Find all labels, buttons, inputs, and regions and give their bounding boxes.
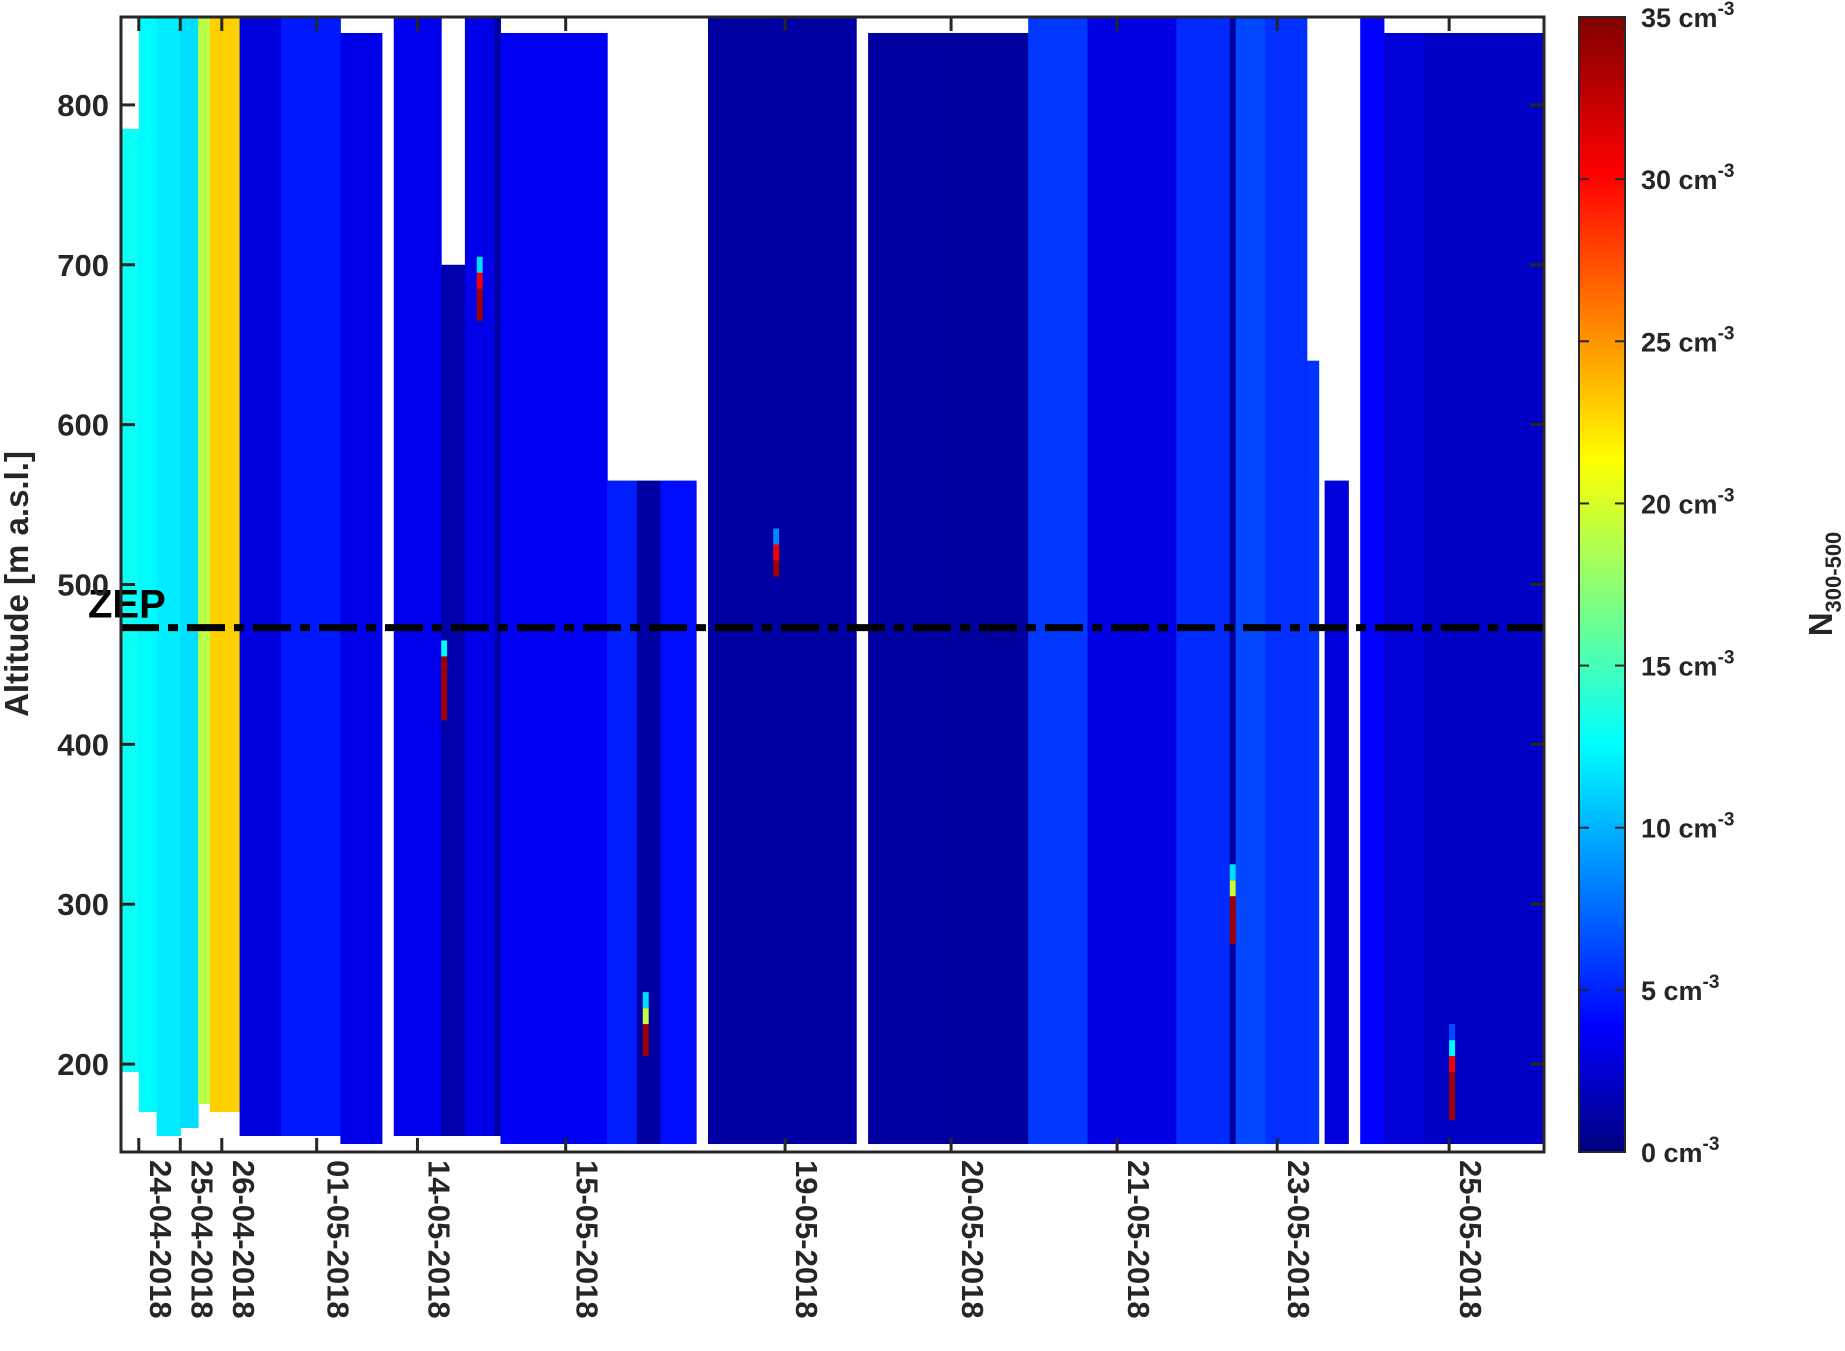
colorbar-tick-label: 35 cm-3	[1641, 0, 1734, 33]
x-tick-label: 25-04-2018	[184, 1160, 219, 1319]
plot-area	[121, 17, 1544, 1152]
colorbar-tick-label: 5 cm-3	[1641, 972, 1719, 1006]
y-tick-label: 700	[57, 248, 109, 283]
heatmap-cell	[660, 480, 697, 1145]
zep-reference: ZEP	[88, 583, 1544, 632]
heatmap-cell	[1324, 480, 1349, 1145]
heatmap-spike-cell	[476, 256, 483, 273]
y-tick-label: 300	[57, 887, 109, 922]
heatmap-cell	[500, 32, 608, 1145]
heatmap-cell	[138, 17, 158, 1113]
heatmap-cell	[1306, 360, 1320, 1145]
heatmap-cell	[636, 480, 662, 1145]
heatmap-cell	[209, 17, 241, 1113]
heatmap-spike-cell	[773, 560, 780, 577]
heatmap-cell	[1229, 17, 1237, 1145]
heatmap-cell	[464, 17, 496, 1137]
heatmap-cell	[340, 32, 383, 1145]
heatmap-spike-cell	[773, 528, 780, 545]
colorbar-gradient	[1578, 16, 1626, 1153]
heatmap-spike-cell	[773, 544, 780, 561]
x-tick-label: 14-05-2018	[421, 1160, 456, 1319]
x-tick-label: 20-05-2018	[955, 1160, 990, 1319]
colorbar-tick-label: 25 cm-3	[1641, 323, 1734, 357]
heatmap-spike-cell	[1449, 1024, 1456, 1041]
heatmap-cell	[1265, 17, 1308, 1145]
heatmap-cell	[1425, 32, 1544, 1145]
colorbar-tick-label: 0 cm-3	[1641, 1134, 1719, 1168]
x-tick-label: 15-05-2018	[570, 1160, 605, 1319]
heatmap-cell	[239, 17, 282, 1137]
heatmap-cell	[198, 17, 211, 1105]
x-axis: 24-04-2018 25-04-2018 26-04-2018 01-05-2018…	[137, 17, 1488, 1319]
heatmap-cell	[1360, 17, 1385, 1145]
heatmap-cell	[1028, 17, 1088, 1145]
x-tick-label: 23-05-2018	[1281, 1160, 1316, 1319]
y-tick-label: 600	[57, 408, 109, 443]
heatmap-cell	[156, 17, 181, 1137]
y-tick-label: 400	[57, 727, 109, 762]
colorbar-title-main: N	[1802, 612, 1839, 636]
x-tick-label: 21-05-2018	[1121, 1160, 1156, 1319]
heatmap-cell	[1176, 17, 1231, 1145]
colorbar-tick-label: 30 cm-3	[1641, 161, 1734, 195]
heatmap-cell	[121, 128, 140, 1073]
heatmap-cell	[180, 17, 199, 1129]
colorbar-ticks: 0 cm-3 5 cm-3 10 cm-3 15 cm-3 20 cm-3 25 cm-3…	[1579, 0, 1734, 1168]
heatmap-spike-cell	[476, 272, 483, 289]
heatmap-cell	[957, 32, 1029, 1145]
y-tick-label: 200	[57, 1047, 109, 1082]
y-tick-label: 800	[57, 88, 109, 123]
y-axis-label: Altitude [m a.s.l.]	[0, 451, 35, 717]
heatmap-spike-cell	[1449, 1056, 1456, 1073]
heatmap-spike-cell	[1449, 1072, 1456, 1121]
heatmap-spike-cell	[476, 288, 483, 321]
heatmap-spike-cell	[642, 1024, 649, 1057]
heatmap-cells	[121, 17, 1544, 1145]
y-tick-label: 500	[57, 568, 109, 603]
heatmap-spike-cell	[1229, 880, 1236, 897]
heatmap-spike-cell	[1449, 1040, 1456, 1057]
x-tick-label: 26-04-2018	[226, 1160, 261, 1319]
heatmap-spike-cell	[441, 656, 448, 721]
x-tick-label: 01-05-2018	[321, 1160, 356, 1319]
colorbar-tick-label: 15 cm-3	[1641, 648, 1734, 682]
heatmap-cell	[1235, 17, 1266, 1145]
colorbar-tick-label: 10 cm-3	[1641, 810, 1734, 844]
heatmap-spike-cell	[1229, 864, 1236, 881]
heatmap-cell	[494, 17, 501, 1137]
x-tick-label: 25-05-2018	[1453, 1160, 1488, 1319]
y-axis: 200 300 400 500 600 700 800	[57, 88, 1544, 1082]
heatmap-cell	[393, 17, 442, 1137]
heatmap-cell	[607, 480, 638, 1145]
heatmap-spike-cell	[441, 640, 448, 657]
spike-cells	[441, 256, 1456, 1121]
heatmap-spike-cell	[1229, 896, 1236, 945]
heatmap-spike-cell	[642, 992, 649, 1009]
heatmap-cell	[868, 32, 958, 1145]
colorbar: 0 cm-3 5 cm-3 10 cm-3 15 cm-3 20 cm-3 25 cm-3…	[1578, 0, 1845, 1168]
zep-label: ZEP	[88, 583, 166, 627]
colorbar-title: N300-500	[1802, 532, 1845, 637]
heatmap-cell	[1087, 17, 1177, 1145]
x-tick-label: 19-05-2018	[789, 1160, 824, 1319]
colorbar-title-subscript: 300-500	[1821, 532, 1845, 613]
heatmap-cell	[1383, 32, 1426, 1145]
x-tick-label: 24-04-2018	[143, 1160, 178, 1319]
colorbar-tick-label: 20 cm-3	[1641, 485, 1734, 519]
heatmap-spike-cell	[642, 1008, 649, 1025]
heatmap-cell	[281, 17, 341, 1137]
heatmap-cell	[707, 17, 857, 1145]
